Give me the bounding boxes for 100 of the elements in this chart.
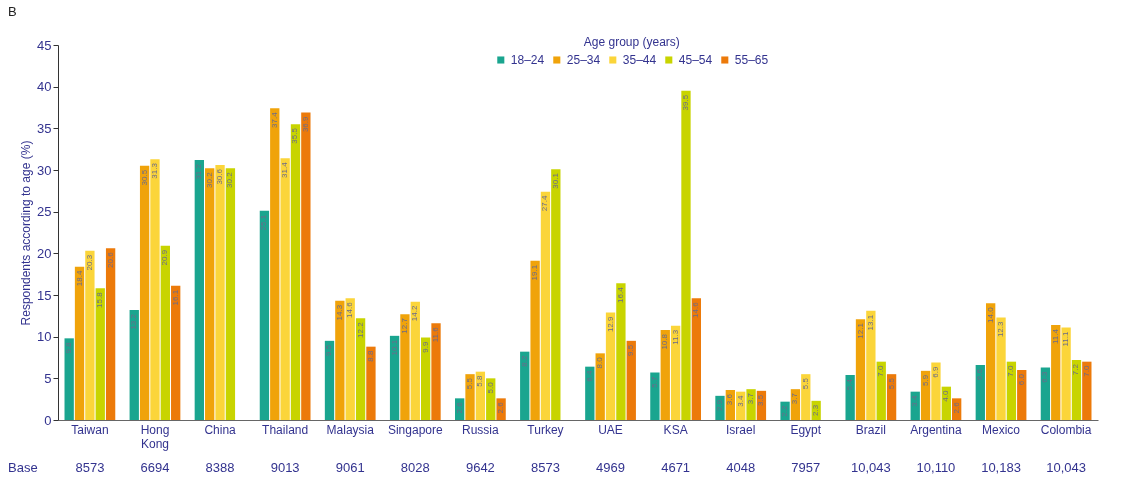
data-label: 9.5 bbox=[626, 344, 636, 356]
data-label: 25.1 bbox=[259, 214, 269, 231]
data-label: 14.6 bbox=[345, 301, 355, 318]
data-label: 8.2 bbox=[519, 355, 529, 367]
bar bbox=[366, 346, 376, 420]
data-label: 4.0 bbox=[941, 390, 951, 402]
data-label: 20.3 bbox=[84, 254, 94, 271]
bar bbox=[1051, 325, 1061, 420]
y-axis-title: Respondents according to age (%) bbox=[19, 140, 34, 326]
data-label: 7.0 bbox=[876, 365, 886, 377]
data-label: 8.0 bbox=[595, 356, 605, 369]
y-tick-label: 25 bbox=[37, 204, 52, 220]
bar bbox=[670, 325, 681, 420]
text: 10,183 bbox=[981, 460, 1021, 475]
data-label: 9.5 bbox=[324, 344, 334, 356]
legend-label: 45–54 bbox=[678, 53, 713, 67]
text: 7957 bbox=[791, 460, 821, 475]
data-label: 2.2 bbox=[780, 405, 790, 417]
y-tick-label: 40 bbox=[37, 79, 52, 95]
data-label: 12.1 bbox=[855, 322, 865, 339]
x-tick-label: Argentina bbox=[910, 422, 962, 437]
bar bbox=[139, 165, 150, 420]
data-label: 31.3 bbox=[149, 162, 159, 179]
legend-label: 55–65 bbox=[734, 53, 769, 67]
data-label: 5.5 bbox=[465, 377, 475, 390]
chart-title: B bbox=[8, 4, 17, 19]
bar bbox=[605, 312, 616, 420]
y-tick-label: 0 bbox=[44, 412, 52, 428]
data-label: 20.9 bbox=[160, 249, 170, 266]
data-label: 16.4 bbox=[615, 286, 625, 303]
bar bbox=[389, 335, 400, 420]
data-label: 12.9 bbox=[605, 315, 615, 333]
legend-label: 35–44 bbox=[622, 53, 657, 67]
bar bbox=[465, 374, 475, 420]
bar bbox=[105, 248, 116, 420]
data-label: 27.4 bbox=[540, 195, 550, 212]
text: 9013 bbox=[270, 460, 300, 475]
bar bbox=[301, 112, 311, 420]
x-tick-label: Mexico bbox=[982, 422, 1021, 437]
bar bbox=[746, 389, 756, 420]
text: 6694 bbox=[140, 460, 170, 475]
data-label: 5.0 bbox=[485, 381, 495, 394]
data-label: 7.0 bbox=[1081, 365, 1091, 377]
text: 9061 bbox=[335, 460, 365, 475]
y-tick-label: 35 bbox=[37, 120, 52, 136]
data-label: 30.2 bbox=[225, 171, 235, 188]
data-label: 7.0 bbox=[1006, 365, 1016, 377]
data-label: 13.2 bbox=[129, 313, 139, 330]
data-label: 11.4 bbox=[1050, 328, 1060, 344]
x-tick-label: Israel bbox=[726, 422, 756, 437]
x-tick-label: Egypt bbox=[790, 422, 822, 437]
bar bbox=[496, 398, 506, 420]
data-label: 31.4 bbox=[280, 161, 290, 178]
text: Base bbox=[8, 460, 38, 475]
bar bbox=[431, 323, 441, 420]
data-label: 14.3 bbox=[334, 304, 344, 321]
data-label: 12.2 bbox=[355, 321, 365, 338]
data-label: 31.2 bbox=[194, 163, 204, 180]
data-label: 12.3 bbox=[996, 320, 1006, 338]
x-tick-label: KSA bbox=[663, 422, 688, 437]
bar bbox=[290, 124, 301, 420]
text: 4671 bbox=[661, 460, 691, 475]
x-tick-label: Colombia bbox=[1040, 422, 1092, 437]
x-tick-label: Singapore bbox=[387, 422, 443, 437]
bar bbox=[410, 301, 420, 420]
bar bbox=[64, 338, 74, 420]
bar bbox=[626, 340, 636, 420]
bar bbox=[194, 160, 204, 420]
bar bbox=[225, 168, 236, 420]
x-tick-label: Turkey bbox=[527, 422, 564, 437]
y-tick-label: 5 bbox=[44, 370, 52, 386]
bar bbox=[95, 288, 105, 420]
data-label: 9.9 bbox=[420, 340, 430, 353]
data-label: 5.5 bbox=[800, 377, 810, 390]
data-label: 15.8 bbox=[95, 291, 105, 308]
bar bbox=[616, 283, 626, 420]
data-label: 37.4 bbox=[269, 111, 279, 128]
data-label: 6.0 bbox=[1016, 373, 1026, 386]
bar bbox=[205, 168, 215, 420]
data-label: 16.1 bbox=[170, 289, 180, 306]
bar bbox=[715, 395, 725, 420]
y-tick-label: 10 bbox=[37, 329, 52, 345]
bar bbox=[996, 317, 1006, 420]
bar bbox=[660, 330, 670, 420]
bar bbox=[540, 191, 551, 420]
text: 10,110 bbox=[916, 460, 956, 475]
bar bbox=[1071, 360, 1082, 420]
data-label: 3.7 bbox=[790, 392, 800, 405]
bar bbox=[400, 314, 410, 420]
data-label: 2.3 bbox=[811, 404, 821, 416]
data-label: 14.0 bbox=[985, 306, 995, 323]
data-label: 18.4 bbox=[74, 270, 84, 287]
bar bbox=[650, 372, 660, 420]
bar bbox=[1006, 361, 1017, 420]
data-label: 13.1 bbox=[865, 314, 875, 331]
x-tick-label: Malaysia bbox=[326, 422, 375, 437]
data-label: 10.8 bbox=[660, 333, 670, 350]
bar bbox=[931, 362, 941, 420]
data-label: 5.4 bbox=[845, 378, 855, 391]
data-label: 11.3 bbox=[670, 329, 680, 345]
